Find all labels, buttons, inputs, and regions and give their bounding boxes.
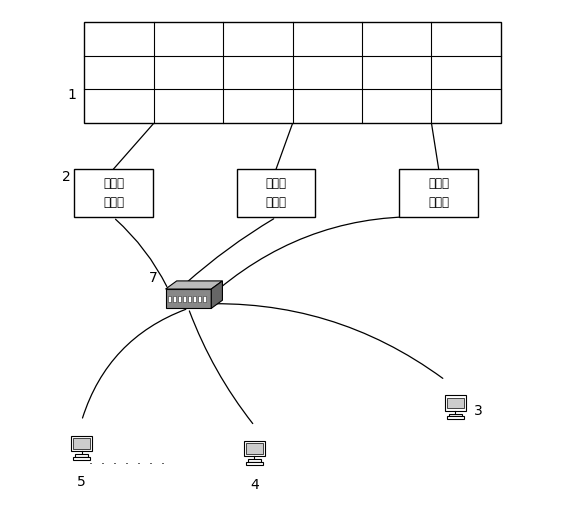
Bar	[183, 296, 186, 302]
Text: 3: 3	[474, 404, 482, 417]
Bar	[73, 457, 90, 460]
Bar	[447, 416, 464, 419]
Text: 5: 5	[77, 475, 86, 489]
Text: 4: 4	[250, 478, 259, 492]
Text: 1: 1	[67, 88, 76, 102]
Bar	[444, 395, 466, 410]
Bar	[74, 438, 90, 449]
Polygon shape	[166, 281, 223, 289]
Text: 拼接屏
处理器: 拼接屏 处理器	[103, 177, 124, 209]
Text: 2: 2	[62, 170, 71, 184]
Bar	[178, 296, 181, 302]
Bar	[399, 169, 478, 217]
Text: 拼接屏
处理器: 拼接屏 处理器	[266, 177, 286, 209]
Bar	[172, 296, 176, 302]
Polygon shape	[166, 289, 211, 308]
Bar	[203, 296, 206, 302]
Bar	[237, 169, 316, 217]
Bar	[167, 296, 171, 302]
Polygon shape	[211, 281, 223, 308]
Bar	[84, 22, 501, 123]
Bar	[71, 435, 93, 451]
Bar	[246, 444, 263, 454]
Text: 7: 7	[148, 271, 157, 285]
Bar	[244, 440, 265, 456]
Bar	[248, 459, 261, 461]
Bar	[246, 462, 263, 465]
Bar	[188, 296, 191, 302]
Bar	[75, 454, 88, 456]
Text: 拼接屏
处理器: 拼接屏 处理器	[428, 177, 449, 209]
Text: ·  ·  ·  ·  ·  ·  ·: · · · · · · ·	[89, 458, 166, 471]
Bar	[198, 296, 201, 302]
Bar	[449, 413, 462, 416]
Bar	[74, 169, 153, 217]
Bar	[447, 398, 463, 408]
Bar	[193, 296, 196, 302]
